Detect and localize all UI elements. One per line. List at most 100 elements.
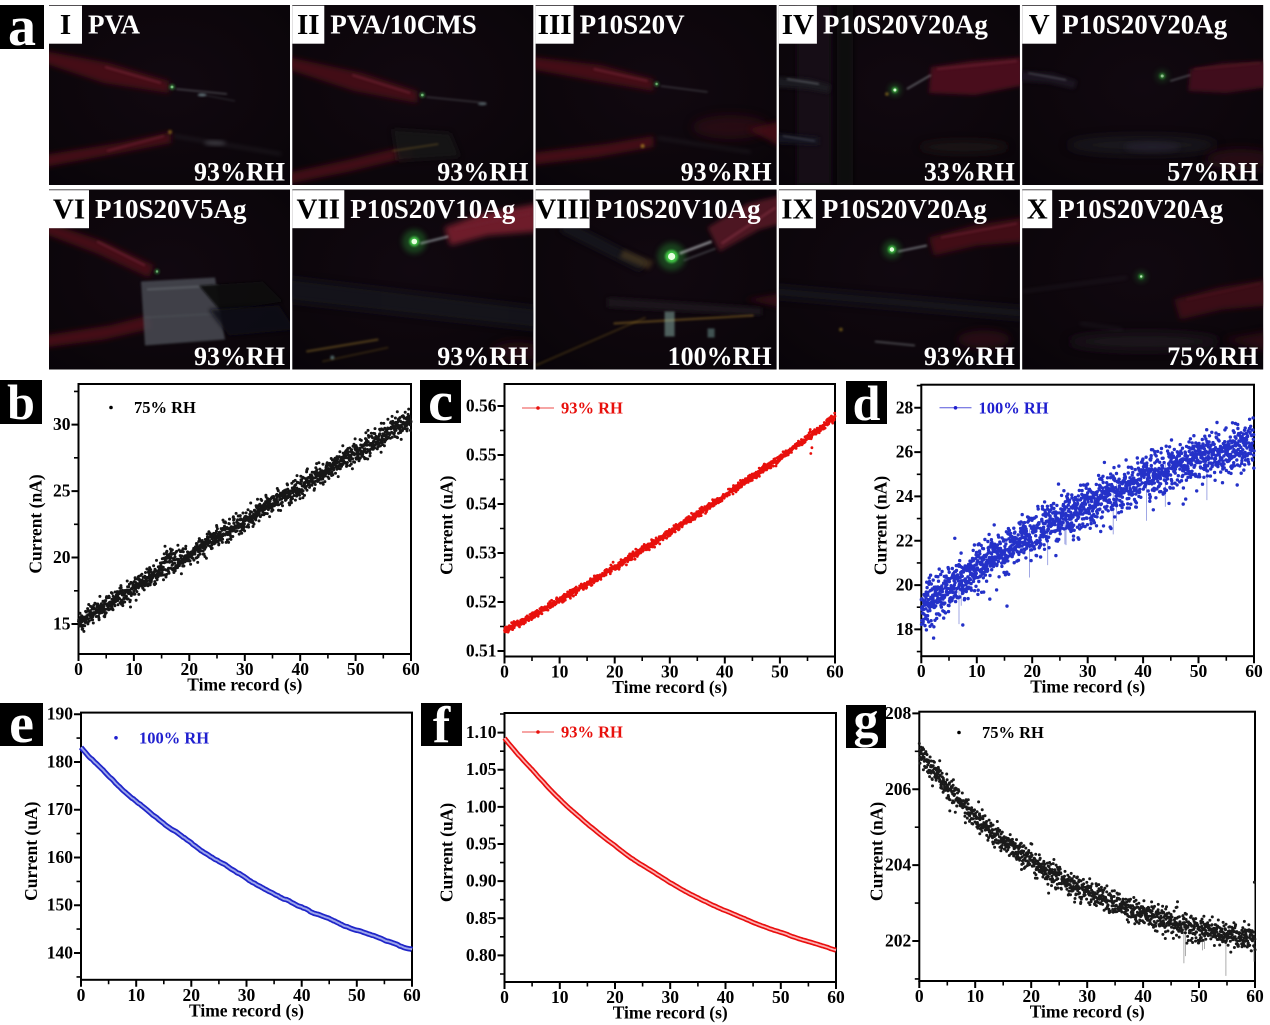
svg-text:140: 140 (47, 943, 74, 963)
svg-text:93% RH: 93% RH (561, 399, 623, 418)
svg-text:30: 30 (661, 662, 679, 682)
svg-text:0: 0 (915, 986, 924, 1006)
svg-text:II: II (297, 9, 320, 41)
svg-text:50: 50 (772, 987, 790, 1007)
svg-text:40: 40 (293, 985, 311, 1005)
svg-text:I: I (60, 9, 71, 41)
svg-text:Current (uA): Current (uA) (21, 801, 41, 900)
svg-text:93%RH: 93%RH (194, 342, 285, 371)
svg-text:57%RH: 57%RH (1167, 158, 1258, 187)
svg-text:III: III (538, 9, 572, 41)
svg-text:50: 50 (347, 659, 365, 679)
svg-text:Time record (s): Time record (s) (189, 1000, 304, 1020)
svg-text:26: 26 (896, 442, 914, 462)
svg-text:60: 60 (1245, 661, 1263, 681)
svg-text:d: d (853, 375, 881, 431)
svg-text:P10S20V20Ag: P10S20V20Ag (822, 194, 988, 224)
svg-text:40: 40 (1134, 986, 1152, 1006)
svg-text:Time record (s): Time record (s) (612, 677, 727, 697)
svg-text:204: 204 (885, 855, 912, 875)
svg-text:Current (uA): Current (uA) (437, 803, 457, 902)
svg-text:30: 30 (661, 987, 679, 1007)
svg-text:20: 20 (181, 659, 199, 679)
svg-text:P10S20V5Ag: P10S20V5Ag (95, 194, 247, 224)
svg-text:40: 40 (716, 662, 734, 682)
svg-text:P10S20V20Ag: P10S20V20Ag (1062, 10, 1228, 40)
svg-text:f: f (433, 697, 451, 754)
svg-text:10: 10 (551, 987, 569, 1007)
svg-text:VIII: VIII (535, 194, 590, 226)
svg-text:Time record (s): Time record (s) (1030, 677, 1145, 697)
svg-text:93%RH: 93%RH (437, 342, 528, 371)
svg-text:22: 22 (896, 530, 914, 550)
svg-text:0: 0 (917, 661, 926, 681)
svg-text:60: 60 (827, 987, 845, 1007)
svg-text:Current (nA): Current (nA) (26, 474, 46, 573)
svg-text:160: 160 (47, 847, 74, 867)
svg-text:0: 0 (77, 985, 86, 1005)
svg-text:Current (uA): Current (uA) (437, 475, 457, 574)
svg-text:206: 206 (885, 779, 912, 799)
svg-text:a: a (8, 0, 36, 58)
svg-text:50: 50 (1190, 661, 1208, 681)
svg-text:P10S20V20Ag: P10S20V20Ag (823, 10, 989, 40)
svg-text:V: V (1029, 9, 1050, 41)
svg-text:P10S20V10Ag: P10S20V10Ag (350, 194, 516, 224)
svg-text:20: 20 (1022, 986, 1040, 1006)
svg-text:0: 0 (500, 662, 509, 682)
svg-text:30: 30 (238, 985, 256, 1005)
svg-text:P10S20V20Ag: P10S20V20Ag (1058, 194, 1224, 224)
svg-text:208: 208 (885, 703, 912, 723)
svg-text:e: e (9, 693, 34, 755)
svg-text:33%RH: 33%RH (924, 158, 1015, 187)
svg-text:93%RH: 93%RH (194, 158, 285, 187)
svg-text:30: 30 (53, 414, 71, 434)
svg-text:Time record (s): Time record (s) (613, 1003, 728, 1023)
svg-text:g: g (854, 692, 879, 748)
svg-text:40: 40 (291, 659, 309, 679)
svg-text:20: 20 (183, 985, 201, 1005)
svg-text:93%RH: 93%RH (681, 158, 772, 187)
svg-text:IV: IV (782, 9, 814, 41)
svg-text:0.95: 0.95 (466, 834, 497, 854)
svg-text:PVA/10CMS: PVA/10CMS (330, 10, 477, 40)
svg-text:VII: VII (297, 194, 341, 226)
svg-text:1.10: 1.10 (466, 722, 497, 742)
svg-text:60: 60 (826, 662, 844, 682)
svg-text:P10S20V: P10S20V (580, 10, 686, 40)
svg-text:20: 20 (1023, 661, 1041, 681)
svg-text:75%RH: 75%RH (1167, 342, 1258, 371)
svg-text:50: 50 (771, 662, 789, 682)
svg-text:0.53: 0.53 (466, 543, 497, 563)
svg-text:0.55: 0.55 (466, 445, 497, 465)
svg-text:c: c (428, 371, 453, 433)
svg-text:20: 20 (606, 662, 624, 682)
svg-text:Current (nA): Current (nA) (870, 476, 890, 575)
svg-text:10: 10 (551, 662, 569, 682)
svg-text:0: 0 (74, 659, 83, 679)
svg-text:40: 40 (717, 987, 735, 1007)
svg-text:40: 40 (1134, 661, 1152, 681)
svg-text:1.00: 1.00 (466, 796, 497, 816)
svg-text:20: 20 (896, 575, 914, 595)
svg-text:93%RH: 93%RH (437, 158, 528, 187)
svg-text:20: 20 (53, 547, 71, 567)
svg-text:X: X (1027, 194, 1048, 226)
svg-text:0.85: 0.85 (466, 908, 497, 928)
svg-text:18: 18 (896, 619, 914, 639)
svg-text:IX: IX (781, 194, 813, 226)
svg-text:100% RH: 100% RH (979, 398, 1049, 417)
svg-text:b: b (7, 374, 35, 430)
svg-text:25: 25 (53, 481, 71, 501)
svg-text:0.54: 0.54 (466, 494, 497, 514)
svg-text:30: 30 (1078, 986, 1096, 1006)
svg-text:15: 15 (53, 614, 71, 634)
svg-text:75% RH: 75% RH (982, 723, 1044, 742)
svg-text:VI: VI (53, 194, 85, 226)
svg-text:190: 190 (47, 704, 74, 724)
svg-text:170: 170 (47, 799, 74, 819)
svg-text:10: 10 (966, 986, 984, 1006)
svg-text:60: 60 (403, 985, 421, 1005)
svg-text:100% RH: 100% RH (139, 728, 209, 747)
svg-text:0.51: 0.51 (466, 641, 497, 661)
